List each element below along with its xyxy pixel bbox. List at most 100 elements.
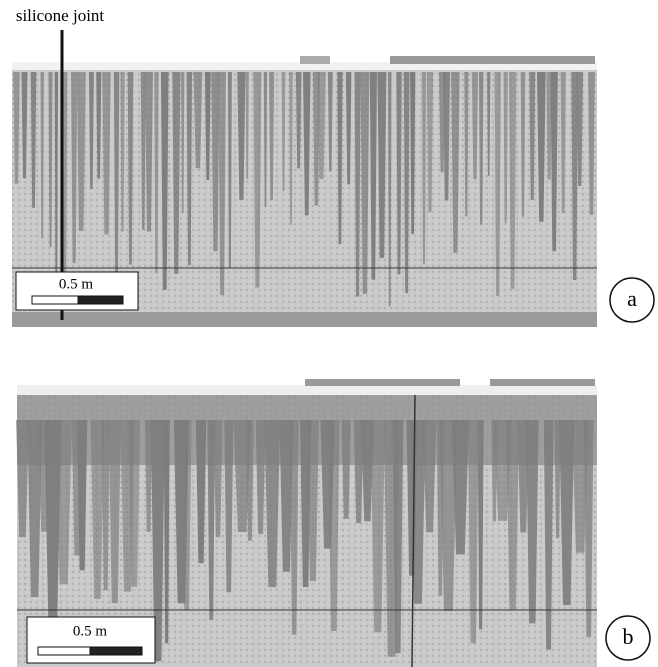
stain-streak bbox=[186, 72, 193, 266]
stain-streak bbox=[27, 420, 43, 597]
stain-streak bbox=[40, 72, 44, 239]
stain-streak bbox=[193, 72, 203, 169]
stain-streak bbox=[144, 72, 154, 232]
stain-streak bbox=[451, 72, 460, 253]
stain-streak bbox=[128, 420, 141, 587]
stain-streak bbox=[289, 72, 293, 225]
stain-streak bbox=[263, 72, 268, 208]
stain-streak bbox=[337, 72, 343, 245]
stain-streak bbox=[303, 72, 311, 216]
stain-streak bbox=[467, 420, 479, 644]
stain-streak bbox=[529, 72, 536, 201]
stain-streak bbox=[48, 72, 53, 248]
stain-streak bbox=[546, 72, 552, 180]
stain-streak bbox=[583, 420, 594, 637]
stain-streak bbox=[279, 420, 294, 572]
photo-a bbox=[12, 56, 597, 327]
stain-streak bbox=[150, 420, 165, 662]
railing bbox=[390, 56, 595, 64]
stain-streak bbox=[517, 420, 530, 533]
stain-streak bbox=[525, 420, 539, 624]
coping bbox=[12, 62, 597, 70]
stain-streak bbox=[224, 420, 234, 593]
stain-streak bbox=[345, 72, 352, 185]
stain-streak bbox=[213, 420, 223, 537]
stain-streak bbox=[387, 72, 392, 307]
stain-streak bbox=[218, 72, 227, 296]
stain-streak bbox=[353, 420, 364, 524]
stain-streak bbox=[576, 72, 584, 187]
stain-streak bbox=[426, 72, 434, 213]
joint-line bbox=[411, 394, 416, 667]
stain-streak bbox=[255, 420, 266, 534]
scale-label: 0.5 m bbox=[73, 623, 108, 639]
stain-streak bbox=[327, 72, 333, 172]
stain-streak bbox=[113, 72, 120, 276]
scale-bar bbox=[89, 646, 143, 656]
stain-streak bbox=[543, 420, 554, 650]
stain-streak bbox=[30, 72, 37, 208]
stain-streak bbox=[281, 72, 286, 191]
panel-badge bbox=[605, 615, 651, 661]
stain-streak bbox=[120, 72, 125, 232]
stain-streak bbox=[361, 420, 374, 522]
stain-streak bbox=[211, 72, 220, 252]
stain-streak bbox=[269, 72, 275, 201]
stain-streak bbox=[559, 420, 575, 606]
stain-streak bbox=[108, 420, 121, 604]
stain-streak bbox=[245, 72, 249, 179]
stain-streak bbox=[163, 420, 170, 644]
stain-streak bbox=[101, 420, 110, 591]
stain-streak bbox=[477, 420, 484, 630]
stain-streak bbox=[16, 420, 29, 538]
stain-streak bbox=[76, 72, 86, 231]
railing bbox=[490, 379, 595, 386]
stain-streak bbox=[588, 72, 595, 215]
stain-streak bbox=[396, 72, 402, 275]
stain-streak bbox=[571, 72, 579, 281]
stain-streak bbox=[464, 72, 469, 217]
stain-streak bbox=[392, 420, 404, 654]
stain-streak bbox=[422, 420, 437, 533]
stain-streak bbox=[370, 420, 385, 633]
stain-streak bbox=[90, 420, 105, 599]
stain-streak bbox=[571, 420, 589, 553]
stain-streak bbox=[536, 72, 546, 222]
stain-streak bbox=[422, 72, 426, 264]
scale-bar bbox=[77, 295, 124, 305]
annotation: silicone joint bbox=[16, 6, 105, 25]
stain-streak bbox=[77, 420, 88, 571]
railing bbox=[300, 56, 330, 64]
panel-badge bbox=[609, 277, 655, 323]
railing bbox=[305, 379, 460, 386]
stain-streak bbox=[506, 420, 520, 610]
stain-streak bbox=[360, 72, 370, 294]
stain-streak bbox=[503, 72, 508, 223]
stain-streak bbox=[550, 72, 558, 252]
stain-streak bbox=[354, 72, 361, 297]
stain-streak bbox=[520, 72, 526, 217]
stain-streak bbox=[410, 72, 416, 234]
scale-label: 0.5 m bbox=[59, 276, 94, 292]
stain-streak bbox=[207, 420, 216, 620]
stain-streak bbox=[172, 72, 181, 274]
stain-streak bbox=[154, 72, 159, 274]
stain-streak bbox=[451, 420, 470, 555]
stain-streak bbox=[102, 72, 111, 235]
stain-streak bbox=[478, 72, 484, 225]
stain-streak bbox=[140, 72, 146, 230]
stain-streak bbox=[289, 420, 299, 635]
stain-streak bbox=[508, 72, 517, 289]
stain-streak bbox=[204, 72, 211, 180]
stain-streak bbox=[227, 72, 232, 269]
streaks bbox=[16, 420, 594, 662]
stain-streak bbox=[560, 72, 566, 214]
stain-streak bbox=[246, 420, 254, 541]
coping bbox=[17, 385, 597, 395]
stain-streak bbox=[195, 420, 207, 564]
stain-streak bbox=[264, 420, 281, 587]
stain-streak bbox=[21, 72, 28, 179]
stain-streak bbox=[439, 420, 458, 612]
scale-bar bbox=[31, 295, 79, 305]
stain-streak bbox=[369, 72, 377, 280]
